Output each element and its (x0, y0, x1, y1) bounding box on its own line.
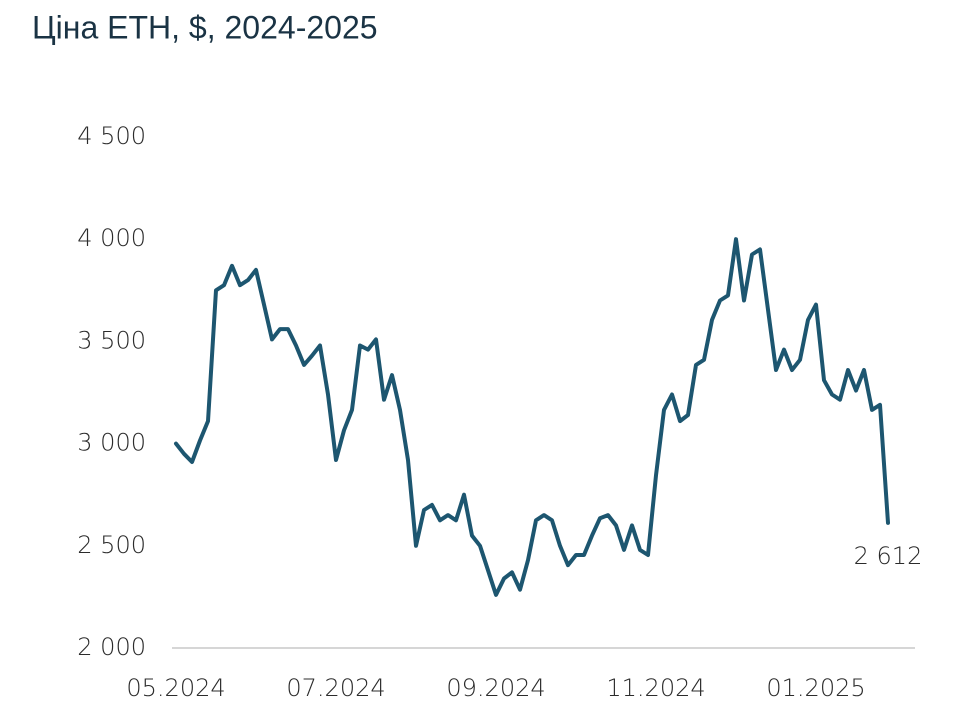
x-tick-label: 11.2024 (606, 674, 705, 702)
y-tick-label: 2 500 (77, 531, 146, 559)
y-tick-label: 3 000 (77, 429, 146, 457)
x-tick-label: 07.2024 (286, 674, 385, 702)
y-tick-label: 4 500 (77, 122, 146, 150)
y-tick-label: 4 000 (77, 224, 146, 252)
chart-title: Ціна ETH, $, 2024-2025 (32, 9, 378, 45)
x-tick-label: 09.2024 (446, 674, 545, 702)
x-tick-label: 05.2024 (126, 674, 225, 702)
x-tick-label: 01.2025 (766, 674, 865, 702)
y-tick-label: 3 500 (77, 326, 146, 354)
data-label: 2 612 (854, 542, 923, 570)
price-line (174, 237, 890, 597)
y-tick-label: 2 000 (77, 633, 146, 661)
